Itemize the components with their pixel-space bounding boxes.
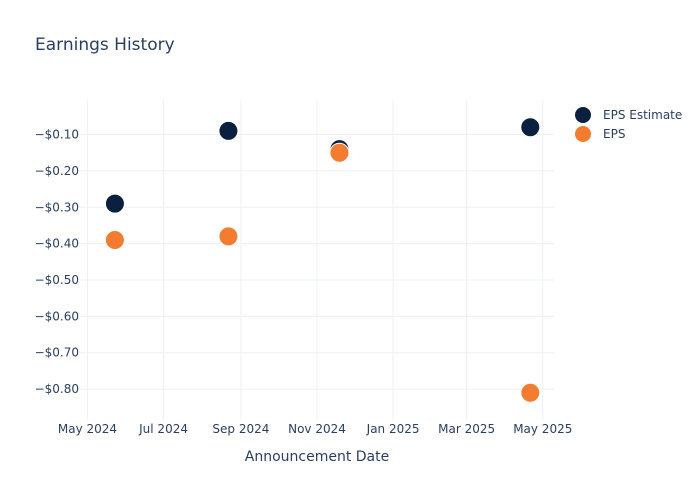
legend[interactable]: EPS Estimate EPS bbox=[575, 107, 682, 142]
x-tick-label: May 2025 bbox=[513, 422, 572, 436]
legend-marker bbox=[575, 107, 591, 123]
grid-layer bbox=[80, 100, 554, 420]
legend-item[interactable]: EPS Estimate bbox=[575, 107, 682, 123]
x-tick-label: Jul 2024 bbox=[138, 422, 188, 436]
data-point-eps[interactable] bbox=[520, 382, 541, 403]
legend-marker bbox=[575, 126, 591, 142]
x-tick-label: Nov 2024 bbox=[288, 422, 346, 436]
data-point-eps[interactable] bbox=[218, 226, 239, 247]
y-tick-label: −$0.20 bbox=[35, 164, 79, 178]
data-point-eps-estimate[interactable] bbox=[520, 117, 541, 138]
chart-title: Earnings History bbox=[35, 35, 175, 55]
y-tick-label: −$0.70 bbox=[35, 346, 79, 360]
data-point-eps-estimate[interactable] bbox=[104, 193, 125, 214]
x-axis-label: Announcement Date bbox=[245, 449, 389, 465]
legend-label: EPS Estimate bbox=[603, 108, 682, 122]
data-point-eps[interactable] bbox=[104, 230, 125, 250]
data-point-eps[interactable] bbox=[329, 142, 350, 163]
y-tick-label: −$0.10 bbox=[35, 128, 79, 142]
y-tick-label: −$0.30 bbox=[35, 200, 79, 214]
x-tick-label: Sep 2024 bbox=[212, 422, 269, 436]
y-tick-label: −$0.50 bbox=[35, 273, 79, 287]
legend-label: EPS bbox=[603, 127, 625, 141]
x-tick-label: Jan 2025 bbox=[366, 422, 420, 436]
y-axis-ticks: −$0.10 −$0.20 −$0.30 −$0.40 −$0.50 −$0.60 −$0.… bbox=[35, 128, 79, 397]
data-point-eps-estimate[interactable] bbox=[218, 120, 239, 141]
y-tick-label: −$0.80 bbox=[35, 382, 79, 396]
legend-item[interactable]: EPS bbox=[575, 126, 625, 142]
x-tick-label: May 2024 bbox=[58, 422, 117, 436]
y-tick-label: −$0.60 bbox=[35, 309, 79, 323]
data-points bbox=[104, 117, 541, 403]
y-tick-label: −$0.40 bbox=[35, 237, 79, 251]
x-tick-label: Mar 2025 bbox=[438, 422, 495, 436]
x-axis-ticks: May 2024 Jul 2024 Sep 2024 Nov 2024 Jan 2025… bbox=[58, 422, 572, 436]
